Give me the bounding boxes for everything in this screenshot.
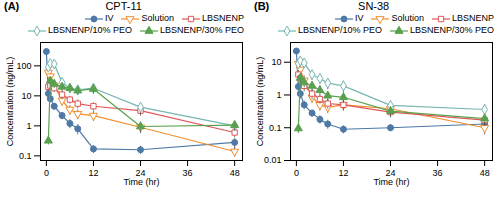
- svg-text:24: 24: [385, 167, 396, 178]
- svg-text:48: 48: [480, 168, 490, 178]
- html-text:(A): (A): [4, 0, 20, 12]
- svg-text:12: 12: [338, 168, 348, 178]
- html-text:Solution: Solution: [141, 13, 174, 23]
- svg-text:Time (hr): Time (hr): [373, 177, 409, 187]
- svg-text:Concentration (ng/mL): Concentration (ng/mL): [255, 57, 265, 147]
- svg-text:100: 100: [16, 61, 31, 71]
- svg-text:0: 0: [44, 168, 49, 178]
- html-text:LBSNENP/30% PEO: LBSNENP/30% PEO: [160, 25, 244, 35]
- html-text:(B): (B): [254, 0, 270, 12]
- html-text:CPT-11: CPT-11: [105, 0, 142, 12]
- html-text:IV: IV: [104, 13, 114, 23]
- html-text:IV: IV: [354, 13, 364, 23]
- svg-text:0.1: 0.1: [269, 123, 282, 133]
- html-text:LBSNENP/10% PEO: LBSNENP/10% PEO: [47, 25, 132, 35]
- svg-text:10: 10: [21, 91, 31, 101]
- svg-text:1: 1: [276, 90, 281, 100]
- html-text:SN-38: SN-38: [358, 0, 390, 12]
- svg-text:0.1: 0.1: [19, 151, 32, 161]
- svg-text:36: 36: [183, 168, 193, 178]
- svg-text:10: 10: [271, 57, 281, 67]
- html-text:LBSNENP: LBSNENP: [202, 13, 244, 23]
- svg-text:36: 36: [433, 168, 443, 178]
- svg-text:0.01: 0.01: [264, 155, 282, 165]
- svg-text:48: 48: [230, 168, 240, 178]
- svg-text:0: 0: [294, 168, 299, 178]
- html-text:LBSNENP/30% PEO: LBSNENP/30% PEO: [410, 25, 494, 35]
- svg-text:12: 12: [88, 168, 98, 178]
- html-text:LBSNENP: LBSNENP: [452, 13, 494, 23]
- svg-text:1: 1: [26, 121, 31, 131]
- svg-text:Time (hr): Time (hr): [123, 177, 159, 187]
- svg-text:24: 24: [135, 167, 146, 178]
- html-text:LBSNENP/10% PEO: LBSNENP/10% PEO: [297, 25, 382, 35]
- html-text:Solution: Solution: [391, 13, 424, 23]
- svg-text:Concentration (ng/mL): Concentration (ng/mL): [5, 57, 15, 147]
